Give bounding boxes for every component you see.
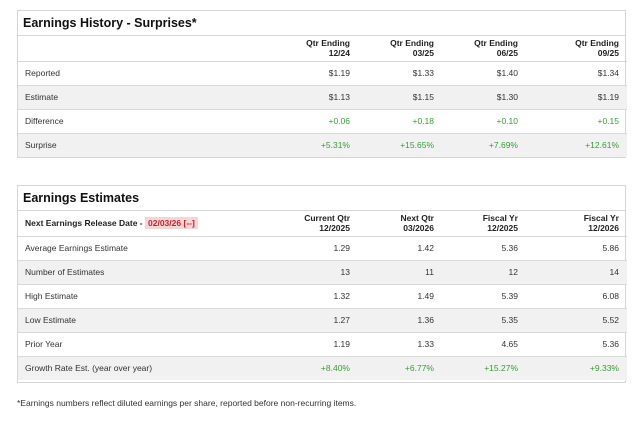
table-cell: 4.65	[442, 332, 526, 357]
table-cell: +0.10	[442, 109, 526, 134]
earnings-estimates-title: Earnings Estimates	[18, 186, 625, 211]
table-cell: 5.52	[526, 308, 627, 333]
table-cell: 1.27	[268, 308, 358, 333]
table-cell: +15.65%	[358, 133, 442, 157]
table-row-estimate: Estimate $1.13 $1.15 $1.30 $1.19	[18, 85, 627, 110]
column-header: Next Qtr 03/2026	[358, 211, 442, 237]
row-label: Estimate	[18, 85, 268, 110]
row-label: Surprise	[18, 133, 268, 157]
table-cell: +6.77%	[358, 356, 442, 380]
table-cell: +0.15	[526, 109, 627, 134]
earnings-estimates-panel: Earnings Estimates Next Earnings Release…	[17, 185, 627, 383]
table-cell: 11	[358, 260, 442, 285]
release-date-badge[interactable]: 02/03/26 [--]	[145, 217, 198, 230]
table-cell: $1.30	[442, 85, 526, 110]
earnings-history-table: Qtr Ending 12/24 Qtr Ending 03/25 Qtr Endi…	[18, 36, 627, 157]
table-cell: $1.19	[526, 85, 627, 110]
table-cell: 13	[268, 260, 358, 285]
empty-header-cell	[18, 36, 268, 62]
row-label: Low Estimate	[18, 308, 268, 333]
column-header: Qtr Ending 12/24	[268, 36, 358, 62]
column-header: Qtr Ending 03/25	[358, 36, 442, 62]
table-cell: $1.19	[268, 61, 358, 86]
table-row-average: Average Earnings Estimate 1.29 1.42 5.36…	[18, 236, 627, 261]
table-cell: 12	[442, 260, 526, 285]
table-row-high: High Estimate 1.32 1.49 5.39 6.08	[18, 284, 627, 309]
next-release-date-label: Next Earnings Release Date - 02/03/26 [-…	[18, 211, 268, 237]
row-label: Number of Estimates	[18, 260, 268, 285]
table-cell: +9.33%	[526, 356, 627, 380]
table-cell: +15.27%	[442, 356, 526, 380]
table-row-growth-rate: Growth Rate Est. (year over year) +8.40%…	[18, 356, 627, 380]
column-header: Qtr Ending 09/25	[526, 36, 627, 62]
table-cell: 1.32	[268, 284, 358, 309]
table-cell: 1.33	[358, 332, 442, 357]
table-cell: +0.06	[268, 109, 358, 134]
table-cell: 5.36	[442, 236, 526, 261]
table-row-reported: Reported $1.19 $1.33 $1.40 $1.34	[18, 61, 627, 86]
row-label: Difference	[18, 109, 268, 134]
table-header-row: Next Earnings Release Date - 02/03/26 [-…	[18, 211, 627, 237]
table-cell: $1.15	[358, 85, 442, 110]
table-cell: +5.31%	[268, 133, 358, 157]
row-label: High Estimate	[18, 284, 268, 309]
table-row-number: Number of Estimates 13 11 12 14	[18, 260, 627, 285]
row-label: Prior Year	[18, 332, 268, 357]
table-cell: 5.36	[526, 332, 627, 357]
table-row-low: Low Estimate 1.27 1.36 5.35 5.52	[18, 308, 627, 333]
table-cell: 5.86	[526, 236, 627, 261]
table-cell: $1.33	[358, 61, 442, 86]
table-cell: 1.49	[358, 284, 442, 309]
column-header: Fiscal Yr 12/2026	[526, 211, 627, 237]
table-row-difference: Difference +0.06 +0.18 +0.10 +0.15	[18, 109, 627, 134]
row-label: Growth Rate Est. (year over year)	[18, 356, 268, 380]
table-cell: 1.19	[268, 332, 358, 357]
table-header-row: Qtr Ending 12/24 Qtr Ending 03/25 Qtr Endi…	[18, 36, 627, 62]
earnings-history-title: Earnings History - Surprises*	[18, 11, 625, 36]
table-cell: 1.36	[358, 308, 442, 333]
column-header: Fiscal Yr 12/2025	[442, 211, 526, 237]
row-label: Average Earnings Estimate	[18, 236, 268, 261]
table-row-surprise: Surprise +5.31% +15.65% +7.69% +12.61%	[18, 133, 627, 157]
table-row-prior-year: Prior Year 1.19 1.33 4.65 5.36	[18, 332, 627, 357]
earnings-estimates-table: Next Earnings Release Date - 02/03/26 [-…	[18, 211, 627, 380]
column-header: Current Qtr 12/2025	[268, 211, 358, 237]
table-cell: 14	[526, 260, 627, 285]
table-cell: $1.13	[268, 85, 358, 110]
table-cell: $1.40	[442, 61, 526, 86]
table-cell: 5.35	[442, 308, 526, 333]
row-label: Reported	[18, 61, 268, 86]
table-cell: +7.69%	[442, 133, 526, 157]
table-cell: $1.34	[526, 61, 627, 86]
table-cell: +0.18	[358, 109, 442, 134]
table-cell: 6.08	[526, 284, 627, 309]
footnote: *Earnings numbers reflect diluted earnin…	[17, 398, 357, 408]
table-cell: 5.39	[442, 284, 526, 309]
table-cell: 1.29	[268, 236, 358, 261]
table-cell: 1.42	[358, 236, 442, 261]
earnings-history-panel: Earnings History - Surprises* Qtr Ending…	[17, 10, 627, 158]
table-cell: +12.61%	[526, 133, 627, 157]
table-cell: +8.40%	[268, 356, 358, 380]
column-header: Qtr Ending 06/25	[442, 36, 526, 62]
